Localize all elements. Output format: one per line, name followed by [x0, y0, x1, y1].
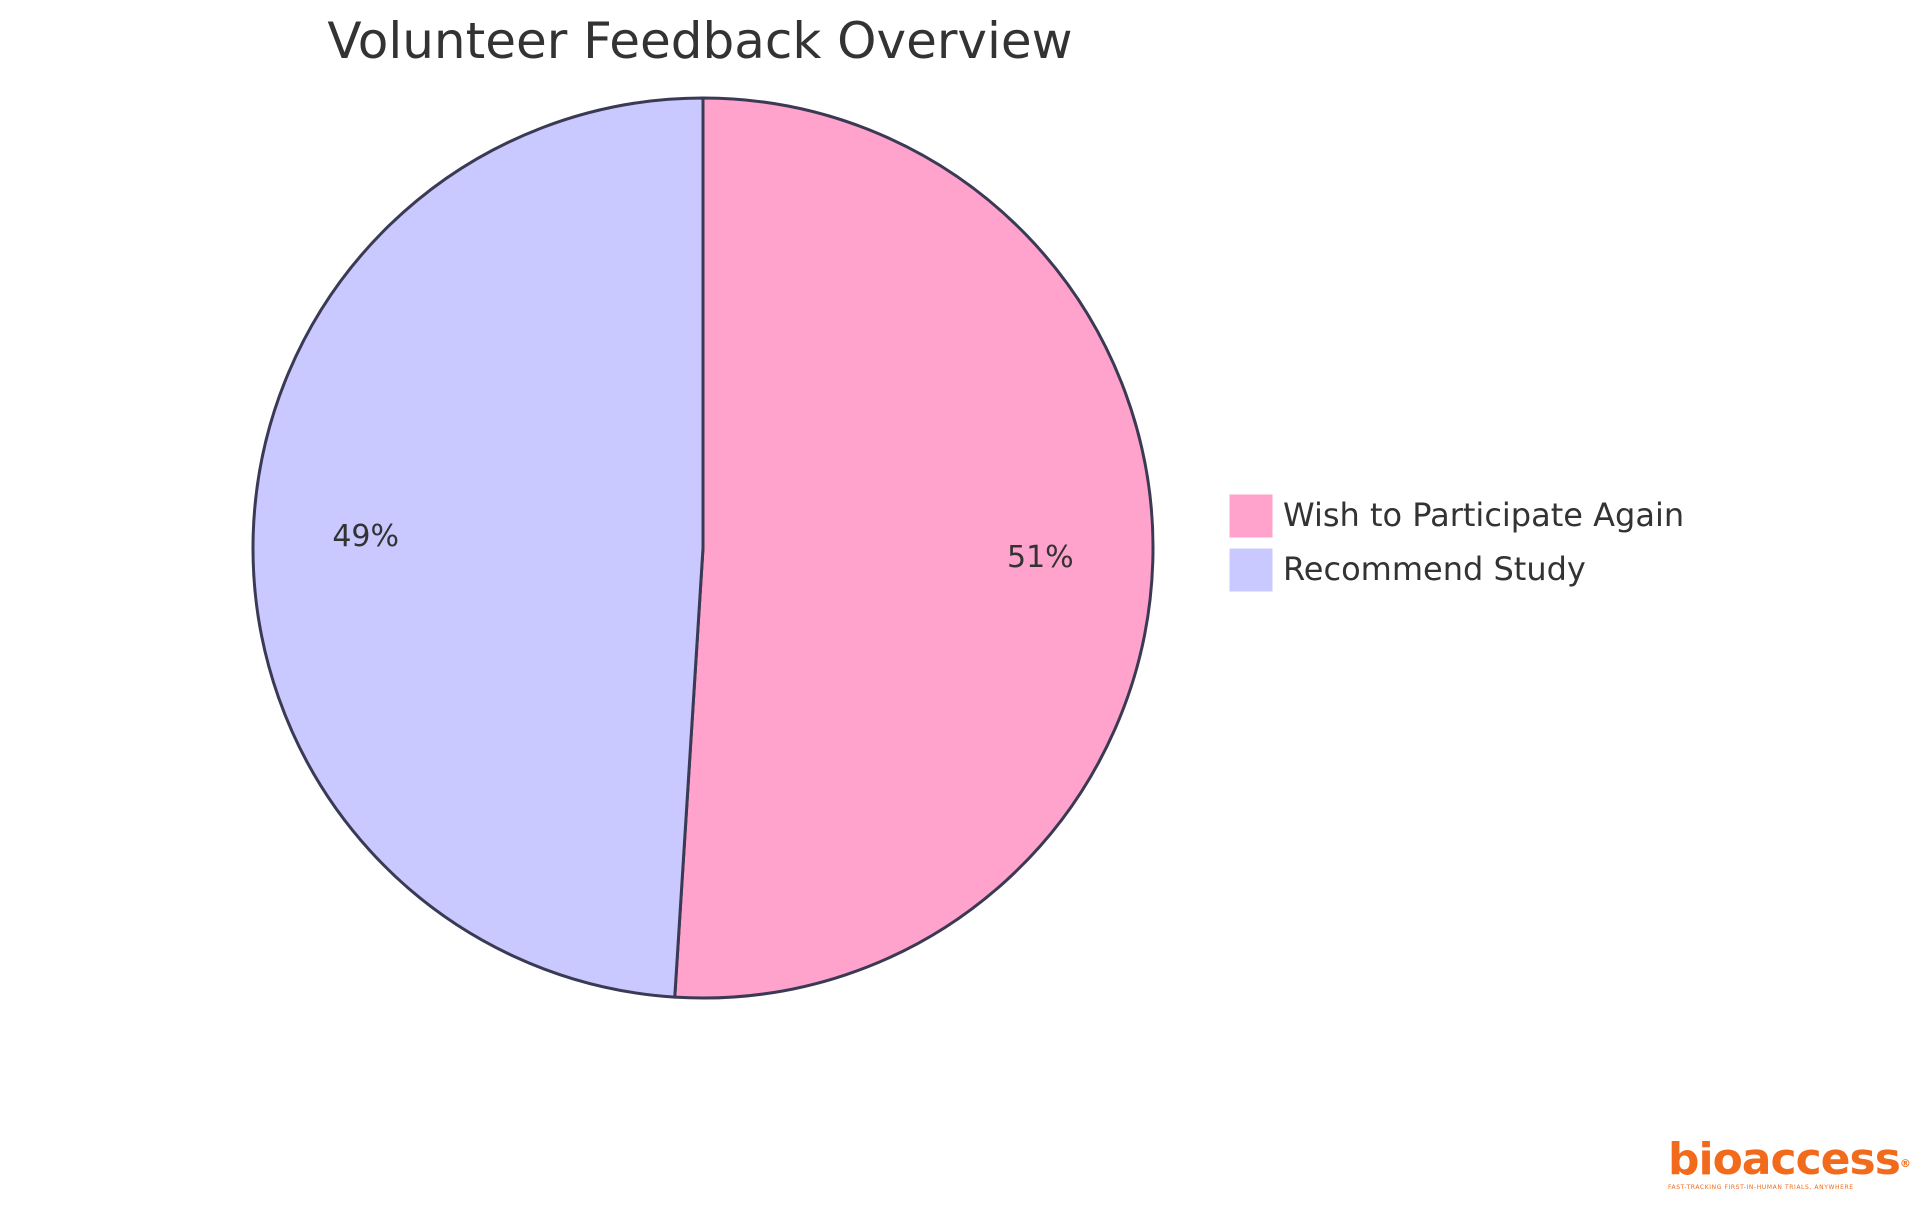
bioaccess-logo: bioaccess® FAST-TRACKING FIRST-IN-HUMAN …: [1668, 1138, 1911, 1192]
legend-label-0: Wish to Participate Again: [1283, 496, 1684, 534]
legend-label-1: Recommend Study: [1283, 550, 1586, 588]
chart-title: Volunteer Feedback Overview: [327, 12, 1072, 70]
legend: Wish to Participate Again Recommend Study: [1228, 493, 1684, 593]
logo-tagline: FAST-TRACKING FIRST-IN-HUMAN TRIALS, ANY…: [1668, 1184, 1854, 1191]
pie-slice-0: [673, 96, 1155, 1000]
legend-swatch-0: [1228, 493, 1274, 539]
logo-registered-mark: ®: [1899, 1157, 1911, 1170]
pie-slices: [251, 96, 1155, 1000]
slice-label-0: 51%: [1007, 540, 1074, 575]
legend-swatch-1: [1228, 547, 1274, 593]
slice-label-1: 49%: [332, 519, 399, 554]
pie-slice-1: [251, 96, 705, 999]
slice-labels: 51% 49%: [332, 519, 1073, 575]
logo-wordmark: bioaccess: [1668, 1134, 1901, 1185]
